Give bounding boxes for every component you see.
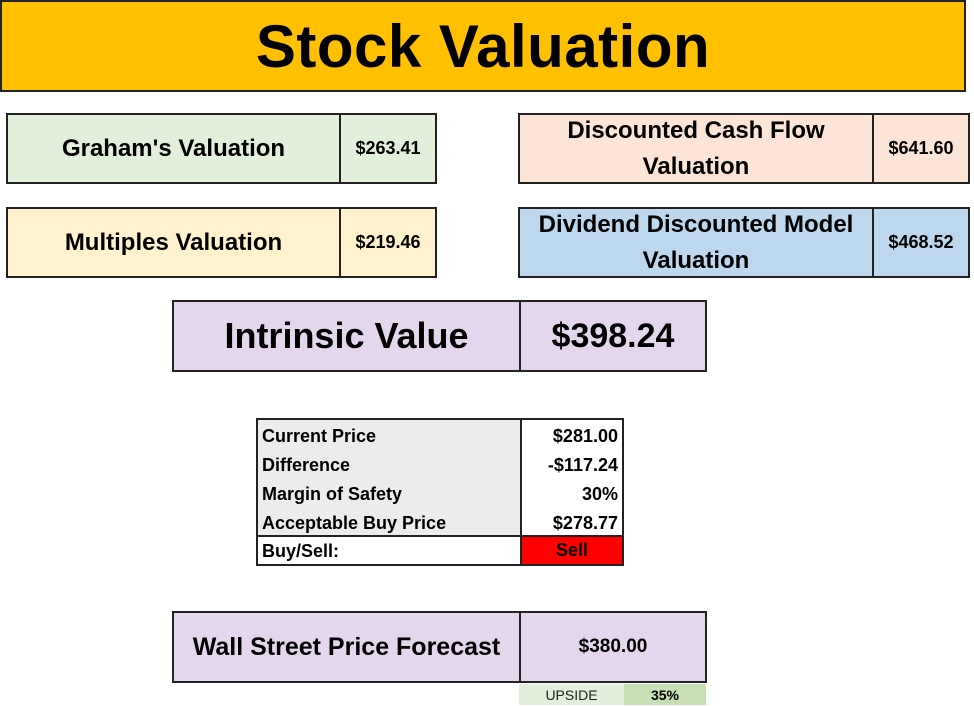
intrinsic-value-label: Intrinsic Value [224,315,469,356]
summary-col-divider [520,420,522,564]
intrinsic-value-box: Intrinsic Value $398.24 [172,300,707,372]
ddm-valuation-value: $468.52 [888,232,954,252]
graham-valuation-value: $263.41 [355,138,421,158]
upside-value: 35% [624,684,706,705]
summary-row-divider [258,535,622,537]
current-price-label: Current Price [262,426,377,446]
current-price-value: $281.00 [552,426,618,446]
acceptable-buy-price-label: Acceptable Buy Price [262,513,447,533]
difference-value: -$117.24 [547,455,618,475]
table-row: Buy/Sell: Sell [258,537,622,564]
table-row: Acceptable Buy Price $278.77 [258,508,622,537]
forecast-box: Wall Street Price Forecast $380.00 [172,611,707,683]
dcf-valuation-value: $641.60 [888,138,954,158]
forecast-value: $380.00 [578,636,648,657]
page-title: Stock Valuation [255,12,711,80]
graham-valuation-label: Graham's Valuation [61,134,286,162]
buy-sell-value: Sell [555,540,589,560]
dcf-valuation-label: Discounted Cash Flow Valuation [567,116,825,180]
intrinsic-value-amount: $398.24 [551,316,675,355]
margin-of-safety-value: 30% [581,484,618,504]
sell-signal-badge: Sell [522,537,622,564]
dcf-valuation-box: Discounted Cash Flow Valuation $641.60 [518,113,970,184]
summary-table-shade [258,420,520,535]
ddm-valuation-label: Dividend Discounted Model Valuation [538,210,854,274]
title-banner: Stock Valuation [0,0,966,92]
multiples-valuation-label: Multiples Valuation [64,228,283,256]
forecast-label: Wall Street Price Forecast [192,632,501,661]
table-row: Margin of Safety 30% [258,479,622,508]
graham-valuation-box: Graham's Valuation $263.41 [6,113,437,184]
difference-label: Difference [262,455,351,475]
summary-table: Current Price $281.00 Difference -$117.2… [256,418,624,566]
acceptable-buy-price-value: $278.77 [552,513,618,533]
upside-label: UPSIDE [519,684,624,705]
table-row: Difference -$117.24 [258,450,622,479]
ddm-valuation-box: Dividend Discounted Model Valuation $468… [518,207,970,278]
buy-sell-label: Buy/Sell: [262,541,340,561]
margin-of-safety-label: Margin of Safety [262,484,403,504]
table-row: Current Price $281.00 [258,421,622,450]
multiples-valuation-value: $219.46 [355,232,421,252]
multiples-valuation-box: Multiples Valuation $219.46 [6,207,437,278]
